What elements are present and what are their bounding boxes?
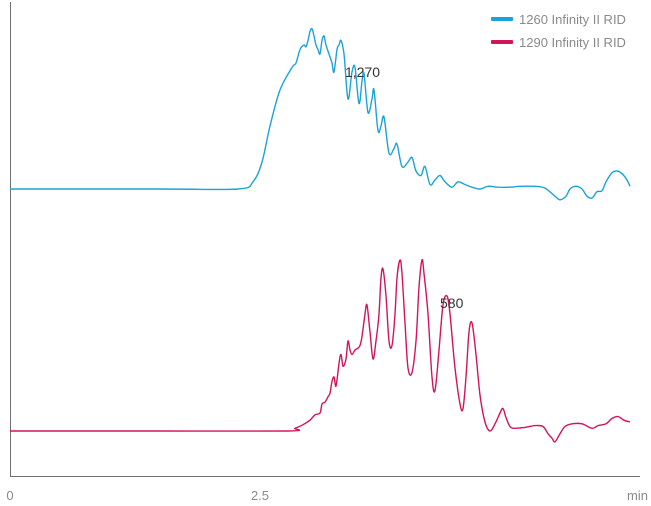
x-tick-labels: 0 2.5 min: [6, 488, 648, 503]
peak-label-1260: 1,270: [345, 64, 380, 80]
peak-labels: 1,270 580: [345, 64, 464, 311]
x-tick-label: 2.5: [251, 488, 269, 503]
series-line-1260-infinity-ii-rid: [9, 27, 631, 201]
legend: 1260 Infinity II RID 1290 Infinity II RI…: [491, 12, 626, 50]
x-unit-label: min: [627, 488, 648, 503]
legend-swatch-1290: [491, 40, 513, 44]
legend-swatch-1260: [491, 17, 513, 21]
legend-label-1290: 1290 Infinity II RID: [519, 35, 626, 50]
series-line-1290-infinity-ii-rid: [10, 258, 631, 443]
legend-label-1260: 1260 Infinity II RID: [519, 12, 626, 27]
axes: [10, 2, 640, 477]
x-tick-label: 0: [6, 488, 13, 503]
series-layer: [9, 27, 631, 443]
peak-label-1290: 580: [440, 295, 464, 311]
